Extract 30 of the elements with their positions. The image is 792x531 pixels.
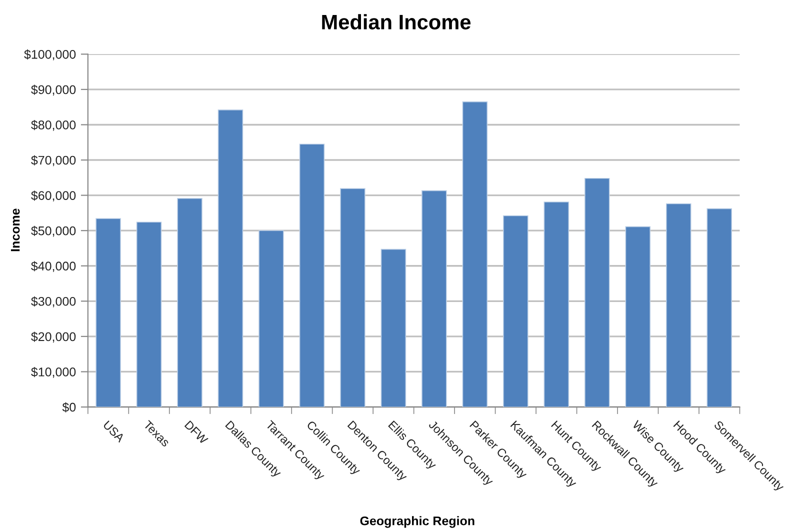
bar <box>258 230 284 408</box>
y-tick-label: $60,000 <box>31 190 76 202</box>
bar <box>299 144 325 408</box>
bar <box>340 188 366 408</box>
bar <box>136 222 162 408</box>
x-axis-title: Geographic Region <box>360 516 474 528</box>
y-tick-label: $80,000 <box>31 120 76 131</box>
bar <box>422 190 447 408</box>
y-tick-label: $90,000 <box>31 84 76 96</box>
bar <box>625 226 651 408</box>
y-tick-label: $30,000 <box>31 296 76 308</box>
y-tick-label: $0 <box>62 402 76 412</box>
y-tick-label: $100,000 <box>24 49 76 60</box>
y-tick-label: $20,000 <box>31 332 76 343</box>
y-tick-label: $50,000 <box>31 226 76 237</box>
bar <box>706 208 732 408</box>
y-tick-label: $40,000 <box>31 261 76 272</box>
bar <box>544 202 570 408</box>
y-tick-label: $70,000 <box>31 155 76 166</box>
bar <box>584 178 610 408</box>
chart-title: Median Income <box>322 14 471 30</box>
bar <box>177 198 202 408</box>
bar <box>462 101 488 408</box>
bar <box>503 215 528 408</box>
bar <box>380 248 406 408</box>
y-axis-title: Income <box>10 208 20 252</box>
bar <box>218 109 244 408</box>
y-tick-label: $10,000 <box>31 367 76 378</box>
bar <box>96 218 121 408</box>
bar <box>666 203 692 408</box>
